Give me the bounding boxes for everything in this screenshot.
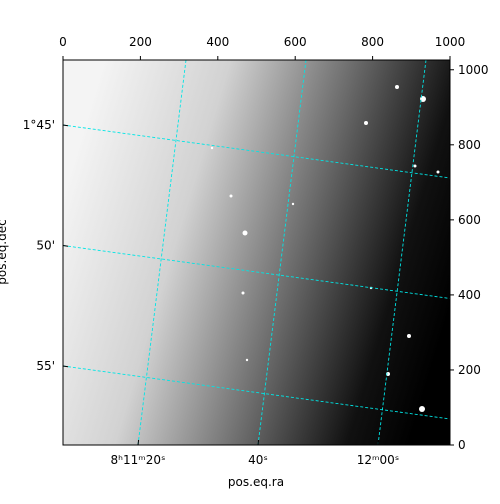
top-tick-label: 1000 xyxy=(435,35,466,49)
ra-tick-label: 40ˢ xyxy=(248,453,268,467)
right-tick-label: 400 xyxy=(458,288,481,302)
top-tick-label: 600 xyxy=(284,35,307,49)
top-tick-label: 200 xyxy=(129,35,152,49)
dec-tick-label: 50' xyxy=(36,239,55,253)
ra-tick xyxy=(257,439,260,446)
ra-tick xyxy=(377,439,380,446)
ra-tick-label: 8ʰ11ᵐ20ˢ xyxy=(111,453,166,467)
top-tick-label: 400 xyxy=(206,35,229,49)
right-tick-label: 200 xyxy=(458,363,481,377)
x-axis-label: pos.eq.ra xyxy=(228,475,284,489)
right-tick-label: 1000 xyxy=(458,63,489,77)
dec-tick-label: 1°45' xyxy=(23,118,55,132)
dec-tick xyxy=(62,245,69,247)
top-tick-label: 800 xyxy=(361,35,384,49)
dec-grid-line xyxy=(63,245,450,299)
frame xyxy=(62,59,451,446)
ra-tick-label: 12ᵐ00ˢ xyxy=(357,453,400,467)
right-tick-label: 800 xyxy=(458,138,481,152)
grid xyxy=(63,60,450,445)
dec-tick-label: 55' xyxy=(36,359,55,373)
sky-image xyxy=(63,60,450,445)
y-axis-label: pos.eq.dec xyxy=(0,219,9,284)
stars xyxy=(210,85,440,412)
dec-grid-line xyxy=(63,365,450,420)
top-tick-label: 0 xyxy=(59,35,67,49)
dec-grid-line xyxy=(63,124,450,179)
right-tick-label: 600 xyxy=(458,213,481,227)
ra-tick xyxy=(137,439,140,446)
dec-tick xyxy=(62,124,69,127)
dec-tick xyxy=(62,365,69,368)
right-tick-label: 0 xyxy=(458,438,466,452)
